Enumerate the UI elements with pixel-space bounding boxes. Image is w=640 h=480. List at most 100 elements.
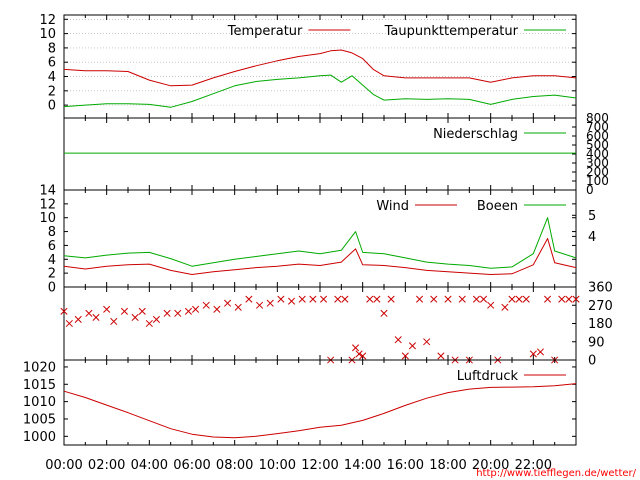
wind-direction-point [508,295,516,303]
wind-direction-point [138,307,146,315]
wind-direction-marker-stroke [110,317,118,326]
y-tick-label: 6 [48,56,56,71]
y-tick-label: 6 [48,239,56,254]
y-tick-label: 600 [586,129,609,143]
y-tick-label: 8 [48,41,56,56]
wind-direction-point [266,299,274,307]
y-tick-label: 1010 [23,395,56,410]
wind-direction-marker-stroke [437,352,445,360]
wind-direction-marker-stroke [163,309,171,317]
wind-direction-marker-stroke [309,295,317,303]
y-tick-label: 1005 [23,412,56,427]
y2-tick-label: 360 [588,281,613,296]
legend-label: Niederschlag [433,127,518,142]
y-tick-label: 1020 [23,360,56,375]
y-tick-label: 300 [586,156,609,170]
wind-direction-marker-stroke [408,342,416,350]
wind-direction-point [74,315,82,323]
wind-direction-point [110,317,118,326]
x-tick-label: 08:00 [216,458,253,473]
wind-direction-point [202,301,210,309]
wind-direction-marker-stroke [334,295,342,303]
x-tick-label: 20:00 [472,458,509,473]
x-tick-label: 00:00 [45,458,82,473]
wind-direction-marker-stroke [256,301,264,309]
wind-direction-marker-stroke [373,295,381,303]
wind-direction-point [277,295,285,303]
wind-direction-point [572,295,580,303]
wind-direction-marker-stroke [184,307,192,315]
wind-direction-point [565,295,573,303]
wind-direction-marker-stroke [355,350,363,358]
wind-direction-point [522,295,530,303]
y2-tick-label: 0 [588,354,596,369]
wind-direction-point [309,295,317,303]
wind-direction-point [408,342,416,350]
y-tick-label: 0 [48,281,56,296]
wind-direction-marker-stroke [515,295,523,303]
wind-direction-marker-stroke [522,295,530,303]
wind-direction-point [480,295,488,303]
wind-direction-marker-stroke [558,295,566,303]
wind-direction-marker-stroke [430,295,438,303]
y-tick-label: 14 [39,184,56,199]
x-tick-label: 02:00 [88,458,125,473]
wind-direction-marker-stroke [85,309,93,317]
wind-direction-marker-stroke [387,295,395,303]
x-tick-label: 16:00 [387,458,424,473]
wind-direction-marker-stroke [320,295,328,303]
x-tick-label: 12:00 [301,458,338,473]
wind-direction-marker-stroke [224,299,232,307]
wind-direction-marker-stroke [288,297,296,305]
wind-direction-point [366,295,374,303]
wind-direction-point [320,295,328,303]
wind-direction-marker-stroke [565,295,573,303]
wind-direction-point [131,313,139,321]
wind-direction-point [359,352,367,360]
legend-label: Wind [376,199,409,214]
wind-direction-point [152,315,160,323]
y-tick-label: 2 [48,84,56,99]
wind-direction-point [529,350,537,358]
x-tick-label: 06:00 [173,458,210,473]
y2-tick-label: 180 [588,317,613,332]
wind-direction-point [163,309,171,317]
legend-label: Temperatur [227,24,303,39]
wind-direction-marker-stroke [572,295,580,303]
wind-direction-marker-stroke [416,295,424,303]
legend-label: Taupunkttemperatur [384,24,519,39]
wind-direction-marker-stroke [359,352,367,360]
wind-direction-marker-stroke [145,319,153,328]
y-tick-label: 1015 [23,378,56,393]
y-tick-label: 4 [48,70,56,85]
wind-direction-point [544,295,552,303]
y-tick-label: 10 [39,211,56,226]
y2-tick-label: 90 [588,335,605,350]
wind-direction-marker-stroke [423,338,431,346]
wind-direction-marker-stroke [444,295,452,303]
wind-direction-marker-stroke [277,295,285,303]
wind-direction-marker-stroke [298,295,306,303]
x-tick-label: 18:00 [429,458,466,473]
panel-wind-direction: 0 90 180 270 360 [60,281,613,369]
y-tick-label: 800 [586,111,609,125]
wind-direction-point [444,295,452,303]
wind-direction-marker-stroke [544,295,552,303]
wind-direction-marker-stroke [366,295,374,303]
wind-direction-point [401,352,409,360]
wind-direction-point [65,319,73,328]
wind-direction-marker-stroke [458,295,466,303]
x-tick-label: 10:00 [259,458,296,473]
y-tick-label: 12 [39,197,56,212]
wind-direction-marker-stroke [120,307,128,315]
wind-direction-point [458,295,466,303]
wind-direction-marker-stroke [536,348,544,356]
wind-direction-point [394,336,402,344]
wind-direction-marker-stroke [266,299,274,307]
x-tick-label: 04:00 [131,458,168,473]
y-tick-label: 100 [586,174,609,188]
